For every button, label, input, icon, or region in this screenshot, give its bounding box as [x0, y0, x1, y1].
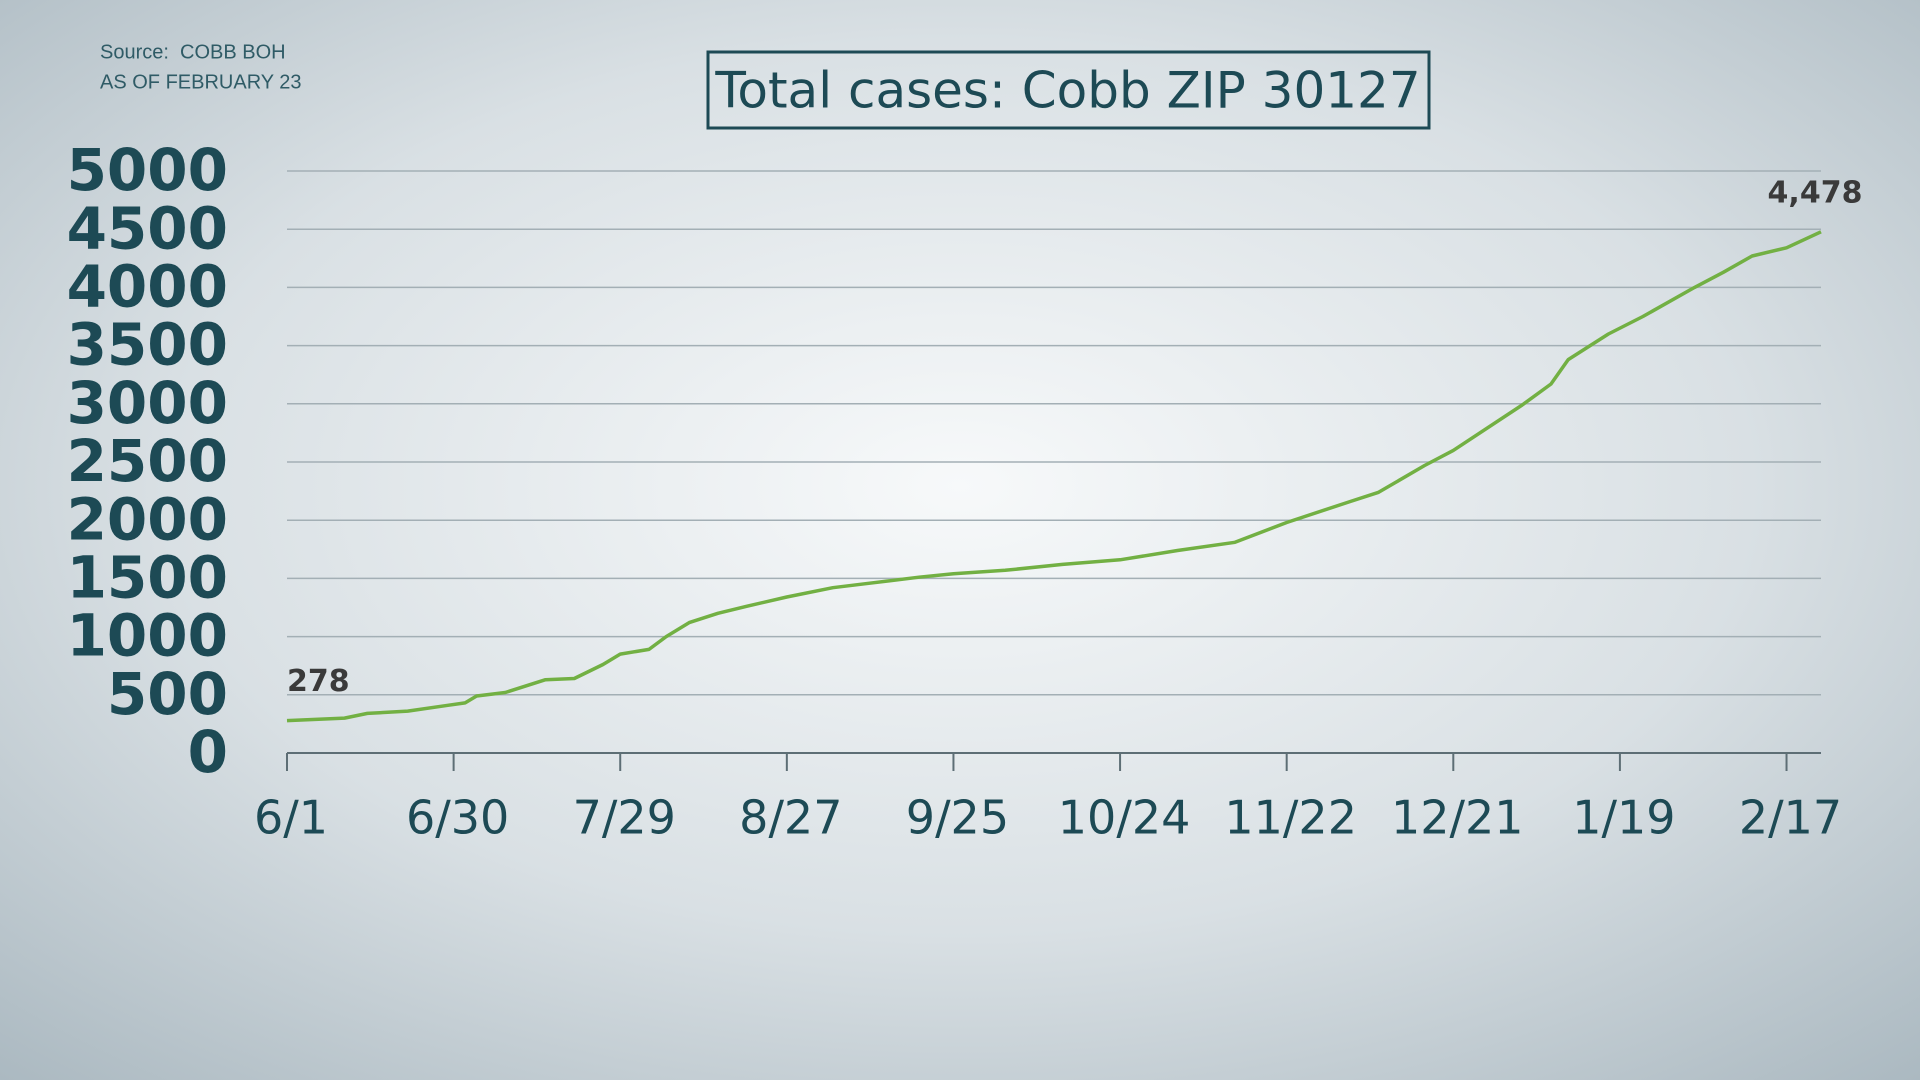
x-tick-label: 12/21 — [1391, 791, 1524, 845]
value-label: 278 — [287, 664, 350, 699]
title-box — [706, 50, 1431, 130]
source: Source: COBB BOH — [100, 41, 286, 63]
chart-title: Total cases: Cobb ZIP 30127 — [714, 62, 1420, 120]
x-tick-label: 6/30 — [406, 791, 509, 845]
y-tick-label: 3000 — [67, 369, 228, 437]
value-label: 4,478 — [1768, 175, 1863, 210]
y-tick-label: 0 — [188, 718, 228, 786]
y-tick-label: 5000 — [67, 136, 228, 204]
y-tick-label: 2500 — [67, 427, 228, 495]
y-tick-label: 3500 — [67, 311, 228, 379]
x-tick-label: 2/17 — [1739, 791, 1842, 845]
x-tick-label: 1/19 — [1572, 791, 1675, 845]
x-tick-label: 11/22 — [1224, 791, 1357, 845]
y-tick-label: 2000 — [67, 485, 228, 553]
x-tick-label: 8/27 — [739, 791, 842, 845]
y-tick-label: 1000 — [67, 602, 228, 670]
y-tick-label: 4500 — [67, 194, 228, 262]
data-line — [286, 230, 1822, 723]
x-tick-label: 7/29 — [573, 791, 676, 845]
y-tick-label: 500 — [107, 660, 228, 728]
y-tick-label: 4000 — [67, 253, 228, 321]
x-tick-label: 6/1 — [254, 791, 328, 845]
y-tick-label: 1500 — [67, 544, 228, 612]
x-tick-label: 10/24 — [1058, 791, 1191, 845]
x-tick-label: 9/25 — [906, 791, 1009, 845]
note: AS OF FEBRUARY 23 — [100, 71, 302, 93]
